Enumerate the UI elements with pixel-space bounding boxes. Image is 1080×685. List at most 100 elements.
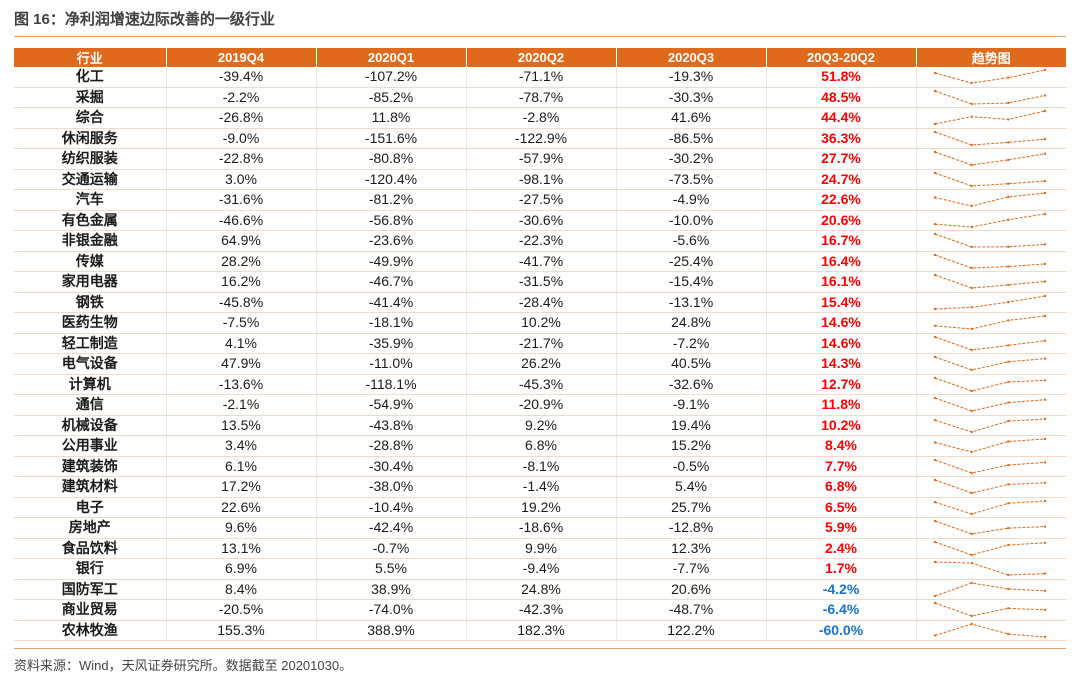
sparkline-point [970, 492, 973, 495]
sparkline-point [970, 581, 973, 584]
industry-cell: 交通运输 [14, 169, 167, 190]
diff-cell: 51.8% [766, 67, 917, 88]
footer-divider [14, 648, 1066, 649]
sparkline-line [934, 69, 1045, 84]
sparkline-point [1006, 265, 1009, 268]
trend-cell [916, 620, 1066, 641]
table-row: 医药生物 -7.5% -18.1% 10.2% 24.8% 14.6% [14, 312, 1066, 334]
sparkline-line [934, 582, 1045, 597]
value-cell: 15.2% [616, 435, 767, 457]
sparkline-line [934, 274, 1045, 289]
sparkline-point [1043, 110, 1046, 113]
trend-cell [916, 394, 1066, 416]
industry-cell: 采掘 [14, 87, 167, 108]
sparkline-point [1043, 589, 1046, 592]
sparkline [933, 171, 1046, 187]
sparkline-point [1043, 137, 1046, 141]
column-header: 行业 [14, 48, 167, 67]
diff-cell: 16.4% [766, 251, 917, 272]
sparkline-point [933, 274, 936, 277]
value-cell: -57.9% [466, 148, 617, 170]
sparkline-point [970, 562, 973, 565]
sparkline-point [933, 376, 936, 379]
sparkline [933, 253, 1046, 269]
sparkline-point [970, 430, 973, 433]
sparkline-point [970, 205, 973, 208]
sparkline [933, 335, 1046, 351]
sparkline [933, 69, 1046, 85]
sparkline-point [970, 348, 973, 351]
diff-cell: 27.7% [766, 148, 917, 170]
value-cell: -28.4% [466, 292, 617, 313]
value-cell: -18.1% [316, 312, 467, 334]
sparkline-point [970, 471, 973, 474]
value-cell: -19.3% [616, 67, 767, 88]
sparkline-line [934, 131, 1045, 146]
sparkline-point [933, 520, 936, 523]
sparkline [933, 294, 1046, 310]
sparkline-line [934, 192, 1045, 207]
sparkline-point [1006, 343, 1009, 347]
table-row: 房地产 9.6% -42.4% -18.6% -12.8% 5.9% [14, 517, 1066, 539]
industry-cell: 电气设备 [14, 353, 167, 375]
value-cell: 6.9% [166, 558, 317, 580]
value-cell: -2.1% [166, 394, 317, 416]
sparkline [933, 110, 1046, 126]
sparkline-point [970, 369, 973, 372]
trend-cell [916, 497, 1066, 518]
column-header: 2020Q2 [466, 48, 617, 67]
industry-cell: 非银金融 [14, 230, 167, 252]
sparkline-point [933, 324, 936, 328]
value-cell: 16.2% [166, 271, 317, 293]
sparkline-point [970, 451, 973, 454]
value-cell: 182.3% [466, 620, 617, 641]
trend-cell [916, 476, 1066, 498]
sparkline-point [933, 335, 936, 338]
sparkline-point [970, 225, 973, 228]
sparkline [933, 315, 1046, 331]
sparkline-point [1006, 463, 1009, 467]
value-cell: 28.2% [166, 251, 317, 272]
table-row: 休闲服务 -9.0% -151.6% -122.9% -86.5% 36.3% [14, 128, 1066, 149]
value-cell: -25.4% [616, 251, 767, 272]
table-row: 电子 22.6% -10.4% 19.2% 25.7% 6.5% [14, 497, 1066, 518]
sparkline-point [933, 441, 936, 444]
sparkline [933, 274, 1046, 290]
industry-cell: 电子 [14, 497, 167, 518]
sparkline-point [1006, 587, 1009, 590]
value-cell: -13.1% [616, 292, 767, 313]
value-cell: -46.6% [166, 210, 317, 231]
sparkline [933, 581, 1046, 597]
value-cell: 26.2% [466, 353, 617, 375]
sparkline-point [970, 287, 973, 290]
value-cell: -5.6% [616, 230, 767, 252]
sparkline-point [1043, 499, 1046, 502]
diff-cell: 5.9% [766, 517, 917, 539]
sparkline-point [933, 500, 936, 504]
value-cell: -56.8% [316, 210, 467, 231]
sparkline-point [970, 143, 973, 146]
sparkline [933, 151, 1046, 167]
value-cell: -73.5% [616, 169, 767, 190]
sparkline-point [1006, 360, 1009, 364]
sparkline-line [934, 561, 1045, 576]
diff-cell: 16.1% [766, 271, 917, 293]
sparkline-point [1006, 574, 1009, 577]
industry-cell: 有色金属 [14, 210, 167, 231]
trend-cell [916, 374, 1066, 395]
table-row: 公用事业 3.4% -28.8% 6.8% 15.2% 8.4% [14, 435, 1066, 457]
industry-cell: 银行 [14, 558, 167, 580]
trend-cell [916, 312, 1066, 334]
sparkline-point [933, 602, 936, 605]
table-row: 银行 6.9% 5.5% -9.4% -7.7% 1.7% [14, 558, 1066, 580]
data-table: 行业 2019Q4 2020Q1 2020Q2 2020Q3 20Q3-20Q2… [14, 48, 1066, 641]
trend-cell [916, 333, 1066, 354]
sparkline-point [1006, 483, 1009, 486]
sparkline-point [1006, 319, 1009, 322]
sparkline-point [970, 389, 973, 392]
sparkline-line [934, 602, 1045, 617]
sparkline-point [1043, 572, 1046, 576]
value-cell: -31.5% [466, 271, 617, 293]
sparkline-line [934, 295, 1045, 310]
trend-cell [916, 292, 1066, 313]
